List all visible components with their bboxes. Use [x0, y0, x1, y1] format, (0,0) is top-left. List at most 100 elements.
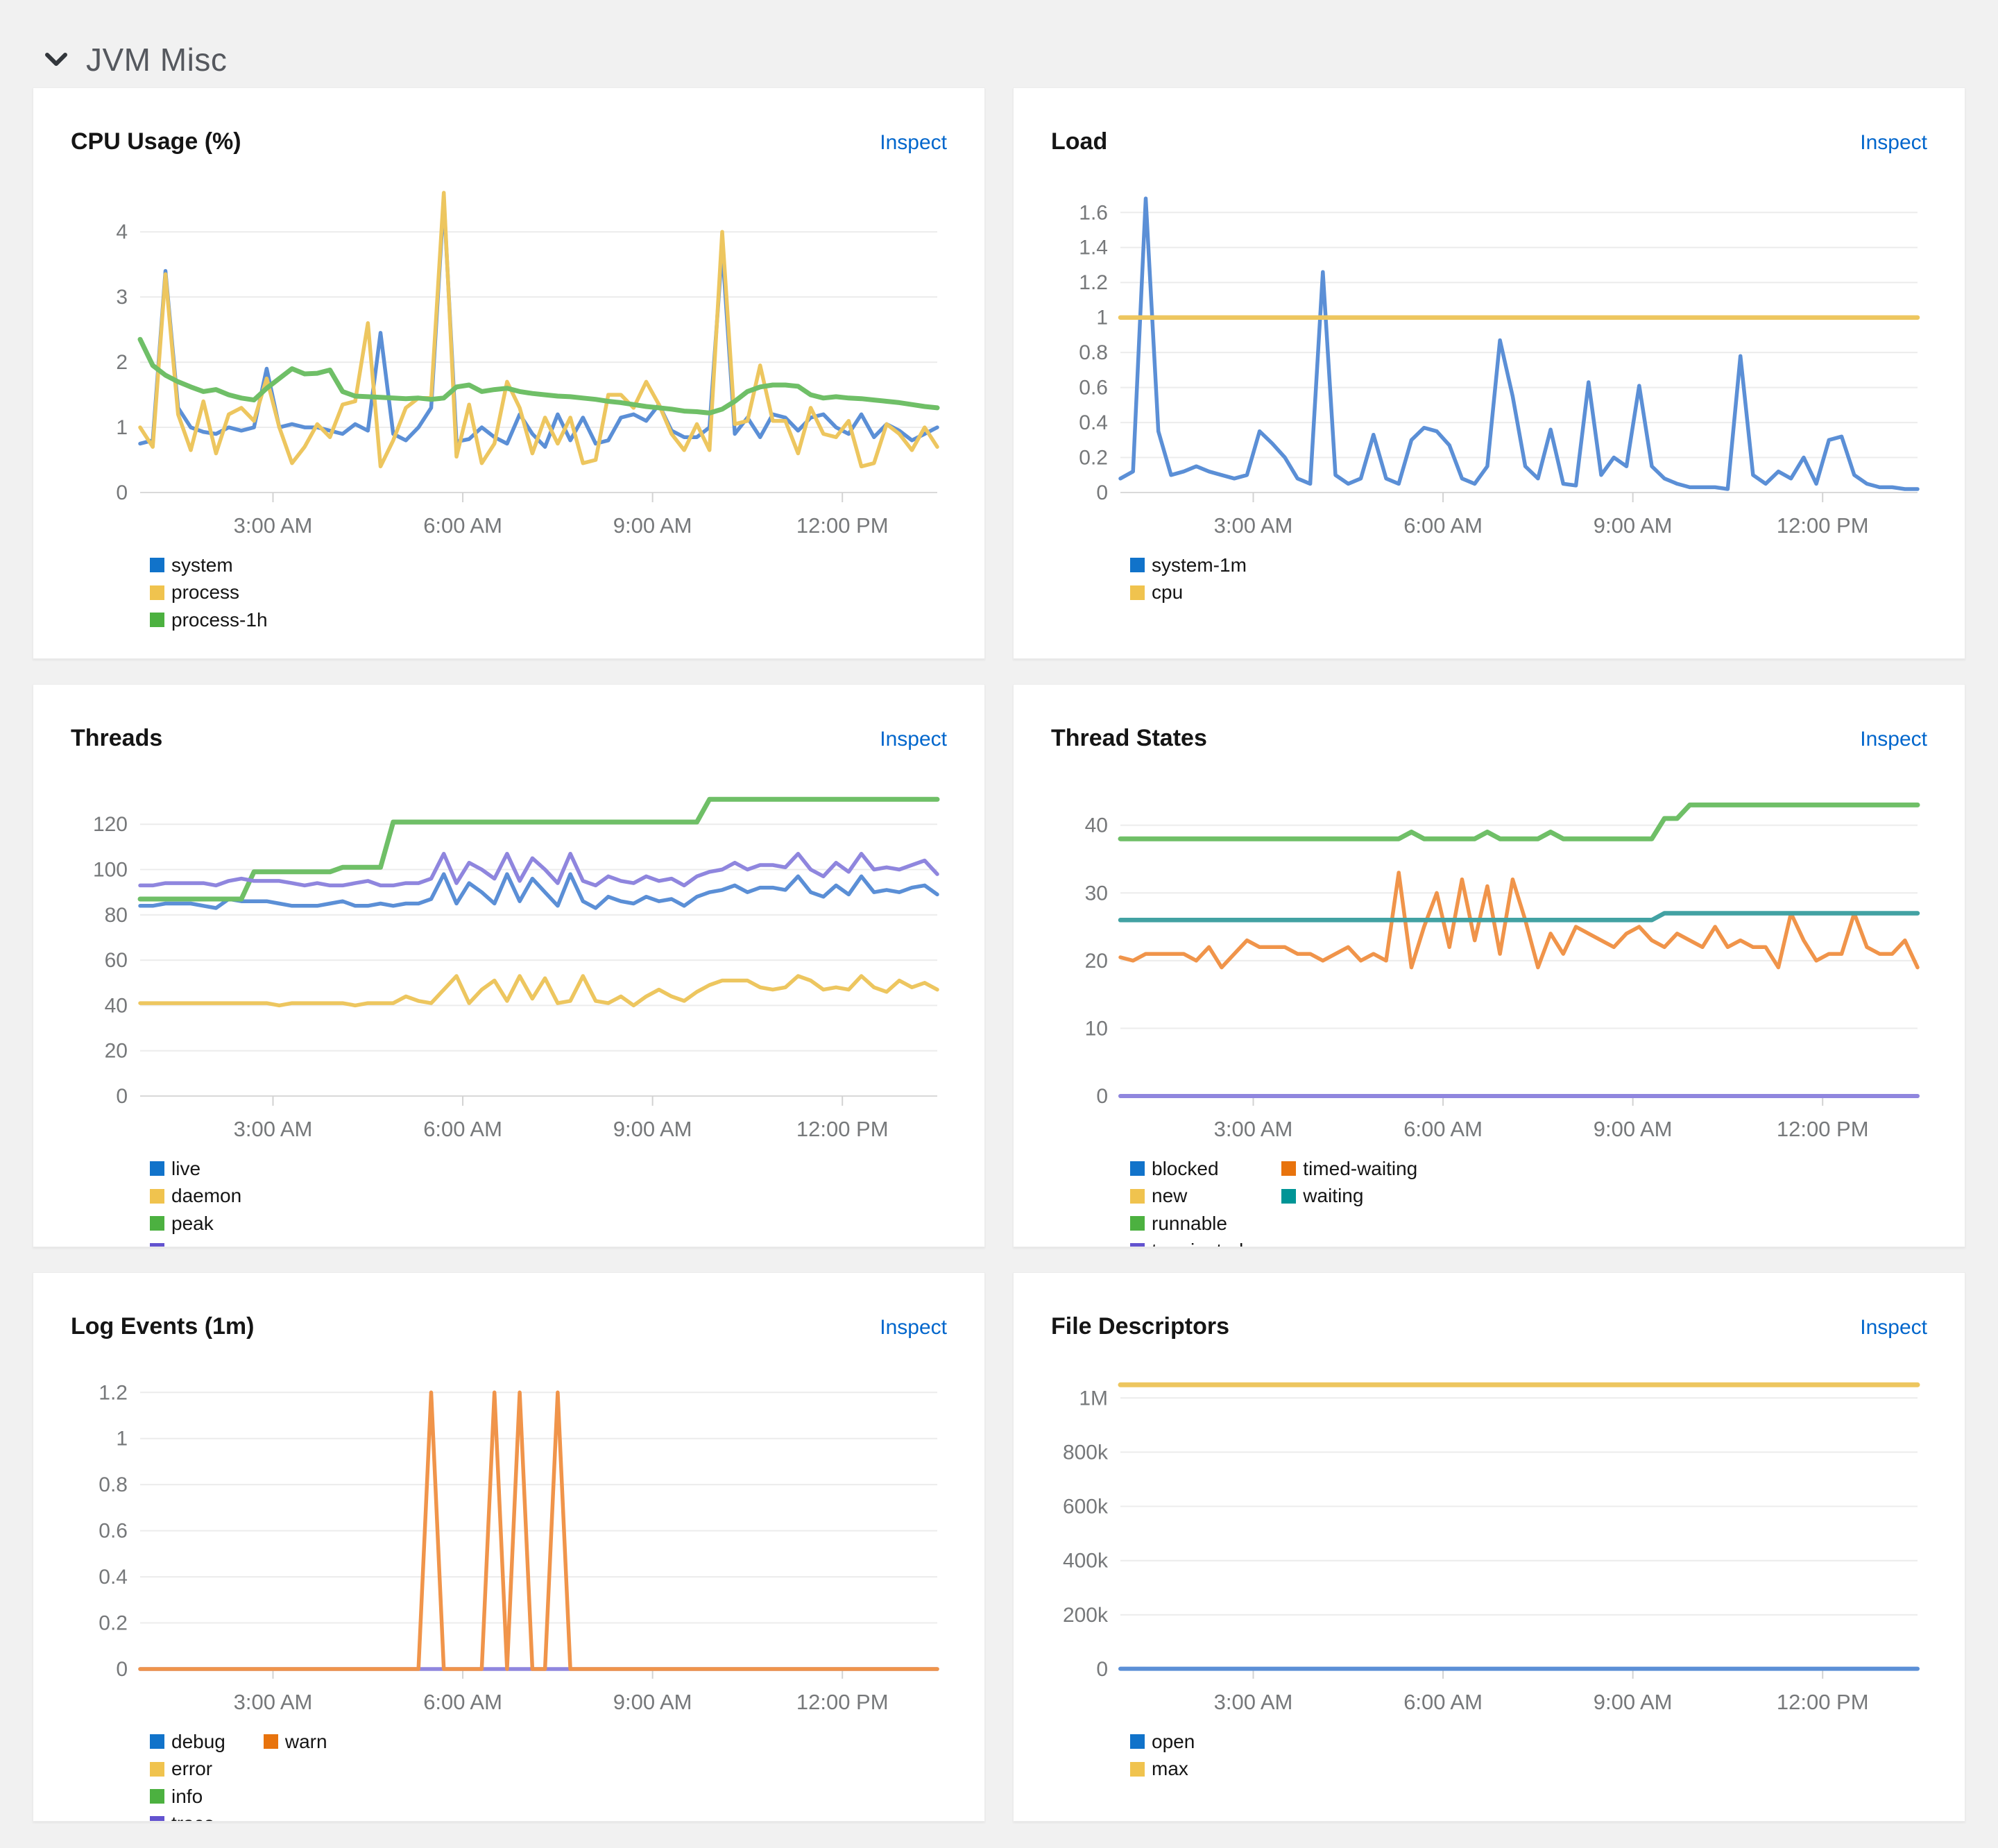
x-tick-label: 3:00 AM — [1214, 1117, 1293, 1141]
legend-swatch — [1281, 1161, 1297, 1177]
legend-column: open max — [1130, 1731, 1195, 1779]
threads-chart[interactable]: 0 20 40 60 80 100 120 3:00 AM 6:00 AM 9:00 AM 12:0… — [68, 759, 950, 1149]
legend-label: waiting — [1303, 1185, 1364, 1207]
legend-label: blocked — [1152, 1158, 1219, 1179]
legend-label: daemon — [171, 1185, 242, 1207]
chevron-down-icon[interactable] — [44, 51, 68, 68]
legend-item-process[interactable]: process — [150, 582, 268, 603]
legend-item-runnable[interactable]: runnable — [1130, 1213, 1243, 1233]
file-descriptors-chart[interactable]: 0 200k 400k 600k 800k 1M 3:00 AM 6:00 AM 9:00 AM… — [1048, 1347, 1930, 1722]
legend-label: max — [1152, 1758, 1188, 1780]
panel-threads: Threads Inspect 0 20 40 60 80 100 120 3:00 AM 6:00… — [33, 684, 985, 1247]
y-tick-label: 0 — [116, 1658, 128, 1681]
y-tick-label: 400k — [1063, 1550, 1109, 1573]
y-tick-label: 1.2 — [99, 1381, 128, 1404]
legend-item-trace[interactable]: trace — [150, 1813, 225, 1821]
legend-label: new — [1152, 1185, 1188, 1207]
y-tick-label: 40 — [105, 994, 128, 1017]
cpu-usage-chart[interactable]: 0 1 2 3 4 3:00 AM 6:00 AM 9:00 AM 12:00 PM — [68, 162, 950, 545]
y-tick-label: 600k — [1063, 1496, 1109, 1518]
x-tick-label: 12:00 PM — [1777, 513, 1869, 538]
thread-states-chart[interactable]: 0 10 20 30 40 3:00 AM 6:00 AM 9:00 AM 12:00 PM — [1048, 759, 1930, 1149]
log-events-chart[interactable]: 0 0.2 0.4 0.6 0.8 1 1.2 3:00 AM 6:00 AM 9:00 AM 12… — [68, 1347, 950, 1722]
legend-item-warn[interactable]: warn — [263, 1731, 327, 1752]
x-tick-label: 6:00 AM — [423, 1690, 502, 1714]
legend-item-timed-waiting[interactable]: timed-waiting — [1281, 1158, 1417, 1179]
series-daemon-line — [138, 974, 939, 1008]
legend-item-debug[interactable]: debug — [150, 1731, 225, 1752]
legend-item-error[interactable]: error — [150, 1759, 225, 1779]
legend-item-open[interactable]: open — [1130, 1731, 1195, 1752]
x-tick-label: 12:00 PM — [796, 1690, 889, 1714]
legend-swatch — [1130, 1188, 1145, 1204]
legend-swatch — [150, 585, 164, 600]
inspect-link-cpu-usage[interactable]: Inspect — [880, 131, 947, 154]
legend-item-process-1h[interactable]: process-1h — [150, 608, 268, 631]
legend-item-blocked[interactable]: blocked — [1130, 1158, 1243, 1179]
inspect-link-file-descriptors[interactable]: Inspect — [1860, 1316, 1927, 1339]
x-tick-label: 6:00 AM — [1403, 513, 1483, 538]
legend-item-live[interactable]: live — [150, 1158, 241, 1179]
legend-swatch — [150, 558, 164, 573]
x-tick-label: 3:00 AM — [234, 513, 313, 538]
series-system-line — [138, 197, 939, 449]
y-tick-label: 2 — [116, 351, 128, 374]
series-warn-line — [138, 1390, 939, 1671]
load-chart[interactable]: 0 0.2 0.4 0.6 0.8 1 1.2 1.4 1.6 3:00 AM 6:00 AM 9:0… — [1048, 162, 1930, 545]
legend-item-info[interactable]: info — [150, 1786, 225, 1806]
x-tick-label: 9:00 AM — [613, 1690, 692, 1714]
legend-item-cpu[interactable]: cpu — [1130, 582, 1247, 603]
y-tick-label: 0.2 — [1079, 447, 1108, 470]
inspect-link-threads[interactable]: Inspect — [880, 728, 947, 751]
legend-swatch — [150, 1788, 164, 1804]
legend-item-terminated[interactable]: terminated — [1130, 1240, 1243, 1247]
legend-item-new[interactable]: new — [1130, 1186, 1243, 1206]
panel-header: Load Inspect — [1048, 120, 1930, 155]
inspect-link-log-events[interactable]: Inspect — [880, 1316, 947, 1339]
legend-column: timed-waiting waiting — [1281, 1158, 1417, 1247]
x-tick-label: 3:00 AM — [1214, 1690, 1293, 1714]
y-tick-label: 0.8 — [99, 1473, 128, 1496]
x-tick-label: 9:00 AM — [1594, 1117, 1673, 1141]
y-tick-label: 20 — [1085, 950, 1108, 973]
legend-column: debug error info trace — [150, 1731, 225, 1821]
x-tick-label: 6:00 AM — [1403, 1690, 1483, 1714]
legend-label: trace — [171, 1813, 214, 1821]
series-system-1m-line — [1118, 196, 1920, 491]
series-process-line — [138, 191, 939, 469]
legend-swatch — [1130, 558, 1145, 573]
legend-label: debug — [171, 1731, 225, 1752]
y-tick-label: 0 — [116, 1085, 128, 1108]
legend-swatch — [150, 1816, 164, 1821]
y-tick-label: 60 — [105, 949, 128, 972]
legend-item-system-1m[interactable]: system-1m — [1130, 555, 1247, 575]
series-runnable-line — [1118, 802, 1920, 841]
legend-item-system[interactable]: system — [150, 555, 268, 575]
legend-item-daemon[interactable]: daemon — [150, 1186, 241, 1206]
legend-item-waiting[interactable]: waiting — [1281, 1186, 1417, 1206]
legend-swatch — [1130, 1761, 1145, 1777]
series-waiting-line — [1118, 911, 1920, 923]
series-peak-line — [137, 796, 940, 902]
x-tick-label: 12:00 PM — [1777, 1690, 1869, 1714]
legend-label: process-1h — [171, 608, 268, 631]
y-tick-label: 0 — [1096, 1085, 1108, 1108]
legend-swatch — [1130, 1215, 1145, 1231]
inspect-link-thread-states[interactable]: Inspect — [1860, 728, 1927, 751]
legend-item-peak[interactable]: peak — [150, 1213, 241, 1233]
inspect-link-load[interactable]: Inspect — [1860, 131, 1927, 154]
legend-label: terminated — [1152, 1240, 1243, 1247]
legend-label: system-1m — [1152, 554, 1247, 576]
y-tick-label: 200k — [1063, 1604, 1109, 1627]
section-title: JVM Misc — [86, 42, 228, 78]
y-tick-label: 20 — [105, 1040, 128, 1063]
panel-file-descriptors: File Descriptors Inspect 0 200k 400k 600k 800k… — [1013, 1272, 1965, 1822]
x-tick-label: 12:00 PM — [796, 513, 889, 538]
y-tick-label: 0.4 — [1079, 411, 1108, 434]
legend-item-process[interactable]: process — [150, 1240, 241, 1247]
x-tick-label: 6:00 AM — [423, 513, 502, 538]
x-tick-label: 9:00 AM — [613, 1117, 692, 1141]
panel-title-log-events: Log Events (1m) — [71, 1313, 255, 1340]
legend-item-max[interactable]: max — [1130, 1759, 1195, 1779]
panel-header: Log Events (1m) Inspect — [68, 1305, 950, 1340]
